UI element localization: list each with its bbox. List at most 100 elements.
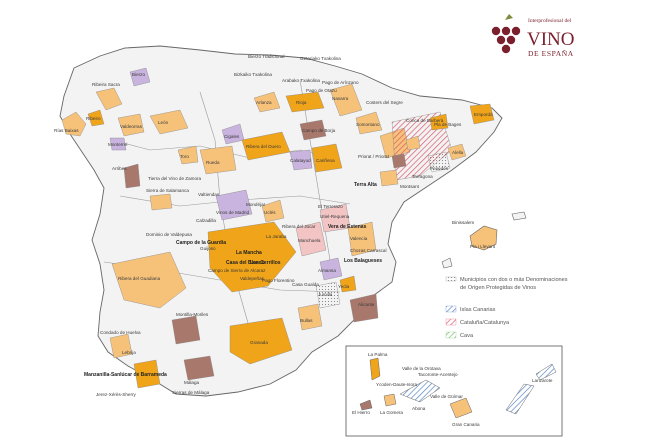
label-ribera-guadiana: Ribera del Guadiana [118,276,161,281]
label-pla-bages: Pla de Bages [434,122,462,127]
label-la-gomera: La Gomera [380,410,403,415]
brand-line2: VINO [527,29,575,50]
brand-line1: Interprofesional del [528,17,572,24]
region-la-mancha [207,221,297,293]
legend-swatch-canarias [445,305,457,313]
label-sierra-alcaraz: Campo de Sierra de Alcaraz [208,268,266,273]
label-pla-llevant: Pla i Llevant [470,244,496,249]
label-malaga: Málaga [184,380,200,385]
region-ribera-guadiana [111,251,187,309]
label-bullas: Bullas [300,318,313,323]
label-ycoden: Ycoden-Daute-Isora [376,382,418,387]
label-bierzo-tradicional: Bierzo Tradicional [248,54,285,59]
legend-label-catalunya: Cataluña/Catalunya [460,320,510,326]
region-somontano [355,111,383,135]
region-emporda [469,103,495,125]
label-costers-segre: Costers del Segre [366,100,403,105]
label-utiel-requena: Utiel-Requena [320,214,350,219]
label-la-mancha: La Mancha [236,250,262,256]
label-carinena: Cariñena [316,158,335,163]
island-lanzarote [535,363,557,381]
label-toro: Toro [180,154,189,159]
label-casa-gualda: Casa Gualda [292,282,319,287]
label-gran-canaria: Gran Canaria [452,422,480,427]
region-valdeorras [117,113,145,137]
label-valtiendas: Valtiendas [198,192,220,197]
label-alella: Alella [452,150,464,155]
label-abona: Abona [412,406,426,411]
label-ucles: Uclés [264,210,276,215]
label-arabako: Arabako Txakolina [282,78,320,83]
region-priorat [391,153,407,169]
label-la-palma: La Palma [368,352,388,357]
map-legend: Municipios con dos o más Denominaciones … [445,276,568,339]
island-el-hierro [359,399,373,411]
label-tacoronte: Tacoronte-Acentejo [418,372,458,377]
region-conca-barbera [405,135,421,151]
label-sierras-malaga: Sierras de Málaga [172,390,210,395]
region-yecla [339,275,357,293]
region-condado-huelva [109,333,133,359]
label-condado-huelva: Condado de Huelva [100,330,141,335]
menorca-island [511,211,527,221]
label-emporda: Empordà [474,112,493,117]
label-manchuela: Manchuela [298,238,321,243]
region-almansa [319,257,343,281]
label-vera-estenas: Vera de Estenas [328,224,367,230]
label-calatayud: Calatayud [290,158,311,163]
region-bullas [297,303,323,331]
label-arribes: Arribes [112,166,127,171]
label-pago-otazu: Pago de Otazu [306,88,337,93]
label-lanzarote: Lanzarote [532,378,553,383]
label-valle-orotava: Valle de la Orotava [402,366,441,371]
region-terra-alta [379,169,399,187]
mallorca-island [469,225,498,251]
label-conca-barbera: Conca de Barberà [406,118,444,123]
label-dominio-valdepusa: Dominio de Valdepusa [146,232,192,237]
label-casa-blanco: Casa del Blanco [226,260,265,266]
island-fuerteventura [505,383,535,415]
region-toro [177,145,199,165]
region-jerez [133,359,161,389]
region-alicante [349,293,379,323]
region-campo-borja [299,119,327,141]
label-campo-borja: Campo de Borja [302,128,336,133]
label-ribeira-sacra: Ribeira Sacra [92,82,120,87]
island-gran-canaria [449,397,473,419]
label-valdepenas: Valdepeñas [240,276,265,281]
label-bizkaiko: Bizkaiko Txakolina [234,72,272,77]
island-tenerife [399,379,441,403]
label-ribeiro: Ribeiro [86,116,101,121]
canary-islands-inset: La Palma Tacoronte-Acentejo Valle de la … [345,345,563,437]
label-pago-florentino: Pago Florentino [262,278,295,283]
label-chozas-carrascal: Chozas Carrascal [350,248,387,253]
label-somontano: Somontano [356,122,380,127]
label-lebrija: Lebrija [122,350,136,355]
island-la-palma [369,357,381,381]
label-terra-alta: Terra Alta [354,182,377,188]
label-bierzo: Bierzo [132,72,145,77]
label-binissalem: Binissalem [452,220,474,225]
label-calzadilla: Calzadilla [196,218,216,223]
region-ribeira-sacra [95,87,123,111]
label-el-terrerazo: El Terrerazo [318,204,343,209]
region-sierra-salamanca [149,193,173,211]
label-vinos-madrid: Vinos de Madrid [216,210,250,215]
region-jumilla [315,281,341,309]
label-monterrei: Monterrei [108,142,127,147]
brand-line3: DE ESPAÑA [528,48,574,58]
label-leon: León [158,120,169,125]
legend-multi-line1: Municipios con dos o más Denominaciones [460,277,568,283]
label-ribera-jucar: Ribera del Júcar [282,224,316,229]
region-valencia [347,221,377,257]
label-cigales: Cigales [224,134,240,139]
region-penedes [427,151,451,173]
label-jumilla: Jumilla [318,292,333,297]
label-yecla: Yecla [338,284,350,289]
label-granada: Granada [250,340,268,345]
label-la-jaraba: La Jaraba [266,234,287,239]
label-jerez: Jerez-Xérès-Sherry [96,392,137,397]
region-arlanza [253,91,281,113]
region-malaga [183,355,215,381]
